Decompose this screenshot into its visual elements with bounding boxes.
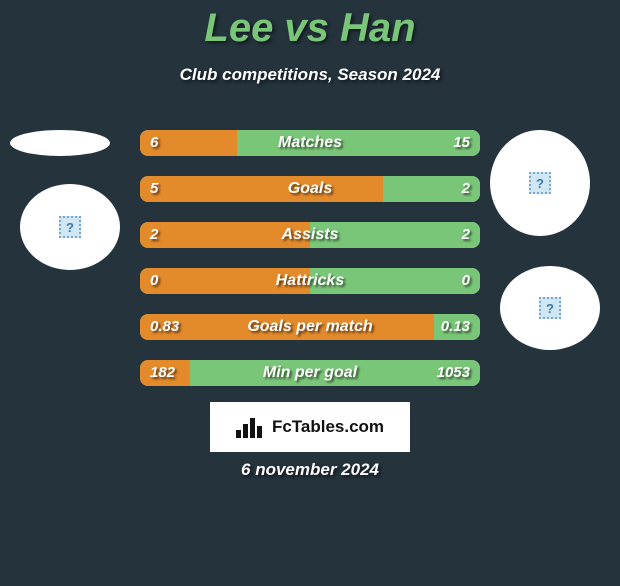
stat-label: Matches xyxy=(140,130,480,156)
avatar-circle-left: ? xyxy=(20,184,120,270)
brand-logo-icon xyxy=(236,416,266,438)
placeholder-icon: ? xyxy=(539,297,561,319)
datestamp: 6 november 2024 xyxy=(0,460,620,480)
brand-text: FcTables.com xyxy=(272,417,384,437)
stat-label: Goals xyxy=(140,176,480,202)
placeholder-icon: ? xyxy=(529,172,551,194)
avatar-circle-right-2: ? xyxy=(500,266,600,350)
stat-row: 1821053Min per goal xyxy=(140,360,480,386)
avatar-circle-right-1: ? xyxy=(490,130,590,236)
stat-row: 0.830.13Goals per match xyxy=(140,314,480,340)
stat-row: 00Hattricks xyxy=(140,268,480,294)
page-title: Lee vs Han xyxy=(0,6,620,51)
avatar-ellipse-left xyxy=(10,130,110,156)
placeholder-icon: ? xyxy=(59,216,81,238)
stat-label: Hattricks xyxy=(140,268,480,294)
brand-box: FcTables.com xyxy=(210,402,410,452)
stat-row: 52Goals xyxy=(140,176,480,202)
stat-label: Assists xyxy=(140,222,480,248)
stat-row: 22Assists xyxy=(140,222,480,248)
stat-label: Min per goal xyxy=(140,360,480,386)
stat-bars: 615Matches 52Goals 22Assists 00Hattricks 0.8… xyxy=(140,130,480,406)
page-subtitle: Club competitions, Season 2024 xyxy=(0,65,620,85)
stat-label: Goals per match xyxy=(140,314,480,340)
stat-row: 615Matches xyxy=(140,130,480,156)
